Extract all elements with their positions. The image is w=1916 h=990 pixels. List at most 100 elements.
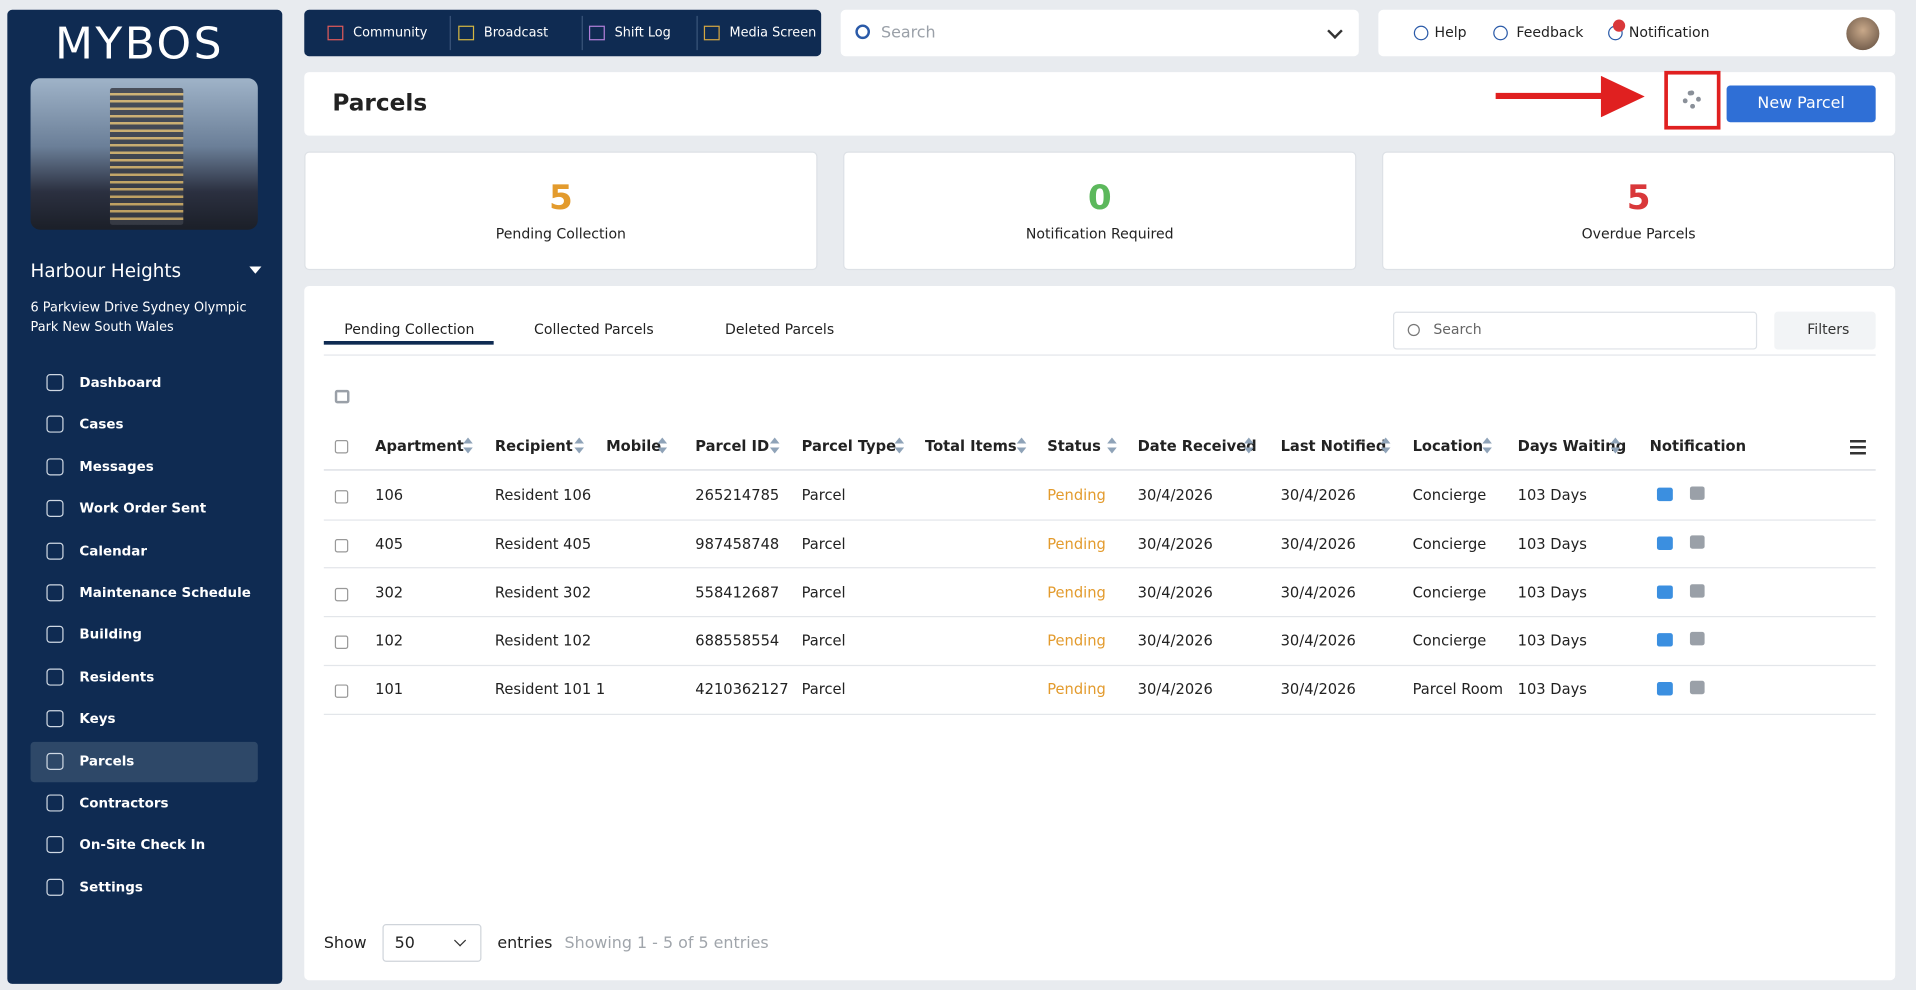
print-icon [334, 389, 350, 404]
nav-icon [46, 542, 64, 560]
page-size[interactable]: 50 [394, 934, 415, 953]
sort-down [657, 447, 668, 454]
cell: Resident 102 [494, 632, 592, 650]
column-header: Notification [1649, 437, 1747, 455]
sms-icon[interactable] [1689, 486, 1705, 500]
link-icon [1413, 25, 1429, 41]
nav-item[interactable]: Maintenance Schedule [79, 584, 251, 601]
cell: Concierge [1412, 583, 1487, 601]
nav-item[interactable]: Messages [79, 458, 154, 475]
cell: Parcel [801, 535, 846, 553]
nav-item[interactable]: Building [79, 626, 142, 643]
dropdown-caret [249, 266, 262, 274]
stat-card [304, 151, 818, 271]
cell: 102 [375, 632, 404, 650]
email-icon[interactable] [1656, 487, 1673, 502]
button-label[interactable]: New Parcel [1757, 94, 1845, 114]
cell: Pending [1047, 681, 1106, 699]
table-search [1393, 311, 1758, 350]
sms-icon[interactable] [1689, 632, 1705, 646]
cell: Pending [1047, 583, 1106, 601]
tab[interactable]: Deleted Parcels [725, 320, 835, 338]
column-header: Location [1412, 437, 1484, 455]
nav-item[interactable]: Residents [79, 668, 155, 685]
avatar [1846, 17, 1880, 51]
cell: Concierge [1412, 535, 1487, 553]
row-checkbox [334, 684, 349, 699]
top-tab[interactable]: Broadcast [483, 25, 549, 41]
top-tab-icon [458, 25, 475, 41]
column-header: Total Items [925, 437, 1017, 455]
top-tab[interactable]: Shift Log [614, 25, 671, 41]
page-size-select[interactable] [382, 923, 482, 962]
row-checkbox [334, 538, 349, 553]
building-name: Harbour Heights [30, 259, 182, 282]
column-header: Apartment [375, 437, 464, 455]
nav-item[interactable]: Cases [79, 416, 124, 433]
nav-item[interactable]: Contractors [79, 795, 169, 811]
nav-item[interactable]: Calendar [79, 542, 147, 559]
column-header: Status [1047, 437, 1101, 455]
panel [304, 285, 1896, 981]
nav-icon [46, 373, 64, 392]
page-title: Parcels [332, 89, 428, 117]
nav-icon [46, 668, 64, 686]
sort-down [463, 447, 473, 454]
column-settings [1850, 439, 1866, 455]
nav-item[interactable]: Keys [79, 710, 116, 727]
notification-dot [1612, 19, 1626, 32]
sms-icon[interactable] [1689, 583, 1705, 598]
summary: Showing 1 - 5 of 5 entries [564, 934, 769, 953]
column-header: Parcel ID [695, 437, 770, 455]
sort-up [1107, 437, 1117, 444]
top-link[interactable]: Help [1434, 23, 1467, 41]
tab[interactable]: Collected Parcels [534, 320, 654, 338]
cell: Parcel [801, 632, 846, 650]
top-tab[interactable]: Community [353, 25, 428, 41]
top-tab[interactable]: Media Screen [729, 25, 817, 41]
logo: MYBOS [54, 19, 224, 70]
top-link[interactable]: Notification [1628, 23, 1710, 41]
cell: 30/4/2026 [1137, 486, 1213, 504]
nav-active [30, 741, 258, 782]
nav-item[interactable]: On-Site Check In [79, 837, 206, 853]
cell: Resident 106 [494, 486, 592, 504]
divider [449, 15, 451, 51]
column-header: Recipient [494, 437, 573, 455]
top-link[interactable]: Feedback [1516, 23, 1584, 41]
nav-item[interactable]: Dashboard [79, 374, 162, 391]
email-icon[interactable] [1656, 584, 1673, 599]
search-placeholder: Search [881, 23, 936, 43]
cell: 103 Days [1517, 632, 1587, 650]
cell: Parcel [801, 486, 846, 504]
tab[interactable]: Pending Collection [344, 320, 475, 338]
new-parcel-button[interactable] [1726, 85, 1876, 123]
cell: Concierge [1412, 632, 1487, 650]
row-checkbox [334, 490, 349, 504]
sort-up [894, 437, 905, 444]
sms-icon[interactable] [1689, 535, 1705, 549]
nav-icon [46, 878, 64, 896]
top-right [1378, 9, 1896, 57]
sort-up [1380, 437, 1391, 444]
arrow-shaft [1495, 92, 1606, 99]
header-checkbox [334, 439, 349, 454]
email-icon[interactable] [1656, 633, 1673, 648]
sms-icon[interactable] [1689, 681, 1705, 695]
sort-up [463, 437, 473, 444]
nav-icon [46, 626, 64, 644]
filters-label[interactable]: Filters [1807, 320, 1850, 338]
email-icon[interactable] [1656, 536, 1673, 550]
stat-label: Notification Required [1025, 225, 1174, 243]
nav-item[interactable]: Parcels [79, 753, 135, 769]
cell: 30/4/2026 [1280, 535, 1356, 553]
email-icon[interactable] [1656, 682, 1673, 696]
stat-label: Pending Collection [495, 225, 626, 243]
nav-item[interactable]: Work Order Sent [79, 500, 207, 517]
cell: 4210362127 [695, 681, 789, 699]
sort-up [1482, 437, 1492, 444]
cell: 405 [375, 535, 404, 553]
nav-item[interactable]: Settings [79, 879, 143, 896]
row-rule [323, 664, 1876, 666]
cell: Resident 302 [494, 583, 592, 601]
